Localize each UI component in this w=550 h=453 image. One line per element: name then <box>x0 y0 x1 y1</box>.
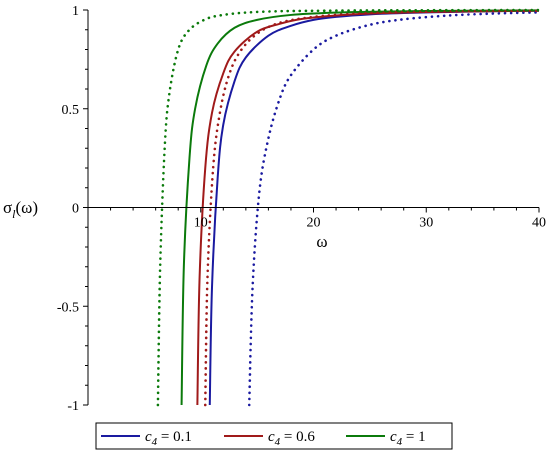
x-axis-label: ω <box>316 232 327 251</box>
legend-item: c4 = 0.1 <box>101 429 192 448</box>
legend: c4 = 0.1 c4 = 0.6 c4 = 1 <box>95 422 453 450</box>
legend-item: c4 = 0.6 <box>224 429 315 448</box>
x-tick-label: 20 <box>307 216 321 231</box>
series-line-5-dotted <box>203 9 541 407</box>
x-tick-label: 10 <box>194 216 208 231</box>
legend-label-3: c4 = 1 <box>390 429 426 448</box>
x-tick-label: 30 <box>419 216 433 231</box>
x-tick-label: 40 <box>532 216 546 231</box>
y-tick-label: 0 <box>72 202 79 217</box>
y-tick-label: -1 <box>67 399 79 414</box>
y-tick-label: -0.5 <box>57 300 79 315</box>
y-axis-label: σl(ω) <box>3 198 38 221</box>
y-axis-label-main: σ <box>3 198 12 217</box>
ticks: 10 20 30 40 -1 -0.5 0 0.5 1 <box>57 4 546 414</box>
y-tick-label: 1 <box>72 4 79 19</box>
legend-label-1: c4 = 0.1 <box>145 429 192 448</box>
y-axis-label-rest: (ω) <box>16 198 39 217</box>
y-axis-label-sub: l <box>12 207 16 221</box>
series-line-6-dotted <box>156 8 541 407</box>
legend-box <box>95 422 453 450</box>
plot-area <box>156 8 541 407</box>
y-tick-label: 0.5 <box>62 103 80 118</box>
legend-label-2: c4 = 0.6 <box>268 429 315 448</box>
series-line-4-dotted <box>247 11 541 407</box>
legend-item: c4 = 1 <box>346 429 426 448</box>
